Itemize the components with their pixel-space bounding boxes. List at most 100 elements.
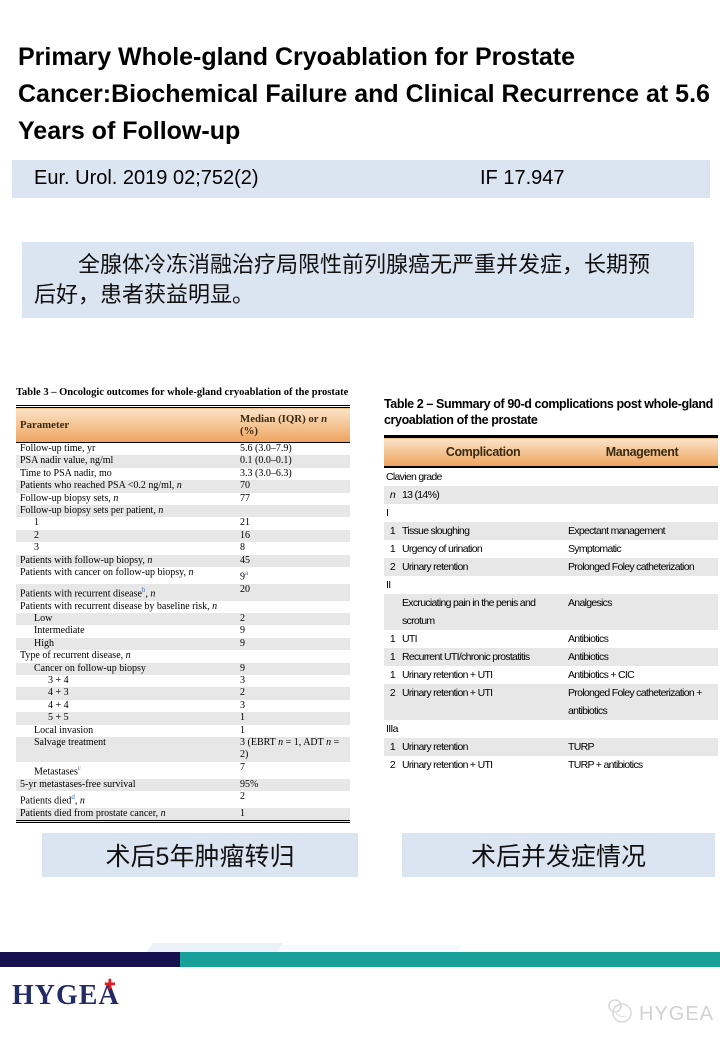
table-cell: 0.1 (0.0–0.1) [240, 455, 292, 467]
table-cell: 3 [34, 542, 39, 554]
table-cell: 9a [240, 569, 249, 583]
table-cell: 4 + 4 [48, 699, 69, 711]
table-cell: 3 [240, 699, 245, 711]
table-cell: Local invasion [34, 724, 94, 736]
table-cell: Excruciating pain in the penis and scrot… [402, 597, 536, 627]
table-cell: 7 [240, 761, 245, 773]
table-cell: 1 [389, 633, 396, 645]
table-cell: 13 (14%) [402, 489, 440, 501]
table-cell: Low [34, 612, 53, 624]
table2-title: Table 2 – Summary of 90-d complications … [384, 397, 713, 427]
table-row: 1 21 [16, 517, 350, 529]
table-cell: Clavien grade [386, 471, 442, 483]
table-cell: Patients with recurrent disease by basel… [20, 600, 218, 612]
table-cell: 2 [240, 687, 245, 699]
table-cell: 2 [389, 759, 396, 771]
summary-box: 全腺体冷冻消融治疗局限性前列腺癌无严重并发症，长期预后好，患者获益明显。 [22, 242, 694, 318]
table-row: 1 Urinary retention + UTI Antibiotics + CI… [384, 666, 718, 684]
complications-table-figure: Table 2 – Summary of 90-d complications … [384, 396, 718, 774]
table-cell: 45 [240, 554, 250, 566]
table-cell: Follow-up biopsy sets, n [20, 492, 119, 504]
table-cell: Salvage treatment [34, 737, 106, 748]
table-row: PSA nadir value, ng/ml 0.1 (0.0–0.1) [16, 455, 350, 468]
table-row: I [384, 504, 718, 522]
table-cell: Cancer on follow-up biopsy [34, 662, 146, 674]
table-cell: High [34, 637, 54, 649]
table-cell: 20 [240, 583, 250, 595]
table2-header-row: Complication Management [384, 436, 718, 468]
table3: Parameter Median (IQR) or n (%) Follow-u… [16, 405, 350, 824]
table-row: 1 Tissue sloughing Expectant management [384, 522, 718, 540]
table-row: Metastasesc 7 [16, 762, 350, 779]
footer-accent-shape [146, 943, 284, 952]
table-row: 2 Urinary retention Prolonged Foley cathet… [384, 558, 718, 576]
table-cell: 5.6 (3.0–7.9) [240, 443, 292, 454]
caption-complications: 术后并发症情况 [402, 833, 715, 877]
table-row: IIIa [384, 720, 718, 738]
table-cell: Metastasesc [34, 763, 81, 778]
table-cell: 9 [240, 637, 245, 649]
table-cell: Follow-up time, yr [20, 443, 96, 454]
footer-bar [0, 952, 720, 967]
footer-bar-navy-segment [0, 952, 180, 967]
table-cell: 1 [389, 651, 396, 663]
table-cell: 4 + 3 [48, 687, 69, 699]
table-cell [236, 601, 350, 613]
table-cell: PSA nadir value, ng/ml [20, 455, 114, 467]
table-cell: Follow-up biopsy sets per patient, n [20, 505, 164, 517]
watermark-text: HYGEA [639, 1002, 715, 1025]
table-cell: 77 [240, 492, 250, 504]
table-cell [236, 505, 350, 517]
table-cell: 2 [240, 612, 245, 624]
table-row: 4 + 4 3 [16, 700, 350, 712]
table3-title: Table 3 – Oncologic outcomes for whole-g… [16, 387, 349, 398]
table-row: 2 16 [16, 529, 350, 543]
table-cell: 1 [240, 712, 245, 724]
table-cell: 5 + 5 [48, 712, 69, 724]
table-row: Excruciating pain in the penis and scrot… [384, 594, 718, 630]
footer-accent-shape-2 [277, 945, 463, 952]
table-cell: 16 [240, 529, 250, 541]
table-cell: 3 [240, 674, 245, 686]
table-row: Local invasion 1 [16, 725, 350, 737]
table-row: Follow-up time, yr 5.6 (3.0–7.9) [16, 443, 350, 456]
table-cell: 95% [240, 778, 259, 790]
table-cell: 2 [389, 687, 396, 699]
table-cell: Antibiotics [568, 633, 609, 645]
table-cell: 2 [34, 529, 39, 541]
table-row: Patients died from prostate cancer, n 1 [16, 807, 350, 822]
table-cell: 21 [240, 517, 250, 529]
table3-header-row: Parameter Median (IQR) or n (%) [16, 406, 350, 443]
table-cell: n [389, 489, 396, 501]
table-cell: Urinary retention + UTI [402, 687, 493, 699]
table-row: 5 + 5 1 [16, 712, 350, 725]
table-cell: 5-yr metastases-free survival [20, 778, 136, 790]
table-cell: 1 [240, 807, 245, 819]
table-cell: Patients with cancer on follow-up biopsy… [20, 567, 194, 579]
table-cell: 70 [240, 480, 250, 492]
column-header-spacer [384, 436, 400, 468]
table-cell: Antibiotics + CIC [568, 669, 635, 681]
summary-text: 全腺体冷冻消融治疗局限性前列腺癌无严重并发症，长期预后好，患者获益明显。 [34, 252, 651, 307]
table-cell: II [386, 579, 391, 591]
table-row: Patients with follow-up biopsy, n 45 [16, 554, 350, 568]
citation-bar: Eur. Urol. 2019 02;752(2) IF 17.947 [12, 160, 710, 198]
table-row: Time to PSA nadir, mo 3.3 (3.0–6.3) [16, 468, 350, 480]
table-row: Follow-up biopsy sets per patient, n [16, 505, 350, 518]
table-cell: 3 (EBRT n = 1, ADT n = 2) [240, 737, 340, 761]
table-cell: 1 [240, 724, 245, 736]
table-row: 2 Urinary retention + UTI TURP + antibioti… [384, 756, 718, 774]
table-cell: Type of recurrent disease, n [20, 650, 131, 662]
table-cell: I [386, 507, 389, 519]
table-row: Low 2 [16, 612, 350, 626]
table-row: Salvage treatment 3 (EBRT n = 1, ADT n = … [16, 737, 350, 762]
table-row: Clavien grade [384, 467, 718, 486]
table-cell: Antibiotics [568, 651, 609, 663]
table-cell: Prolonged Foley catheterization [568, 561, 695, 573]
table-cell: Time to PSA nadir, mo [20, 467, 112, 479]
table-cell: Urgency of urination [402, 543, 483, 555]
table-cell: Analgesics [568, 597, 612, 609]
table-cell: Patients who reached PSA <0.2 ng/ml, n [20, 480, 182, 492]
